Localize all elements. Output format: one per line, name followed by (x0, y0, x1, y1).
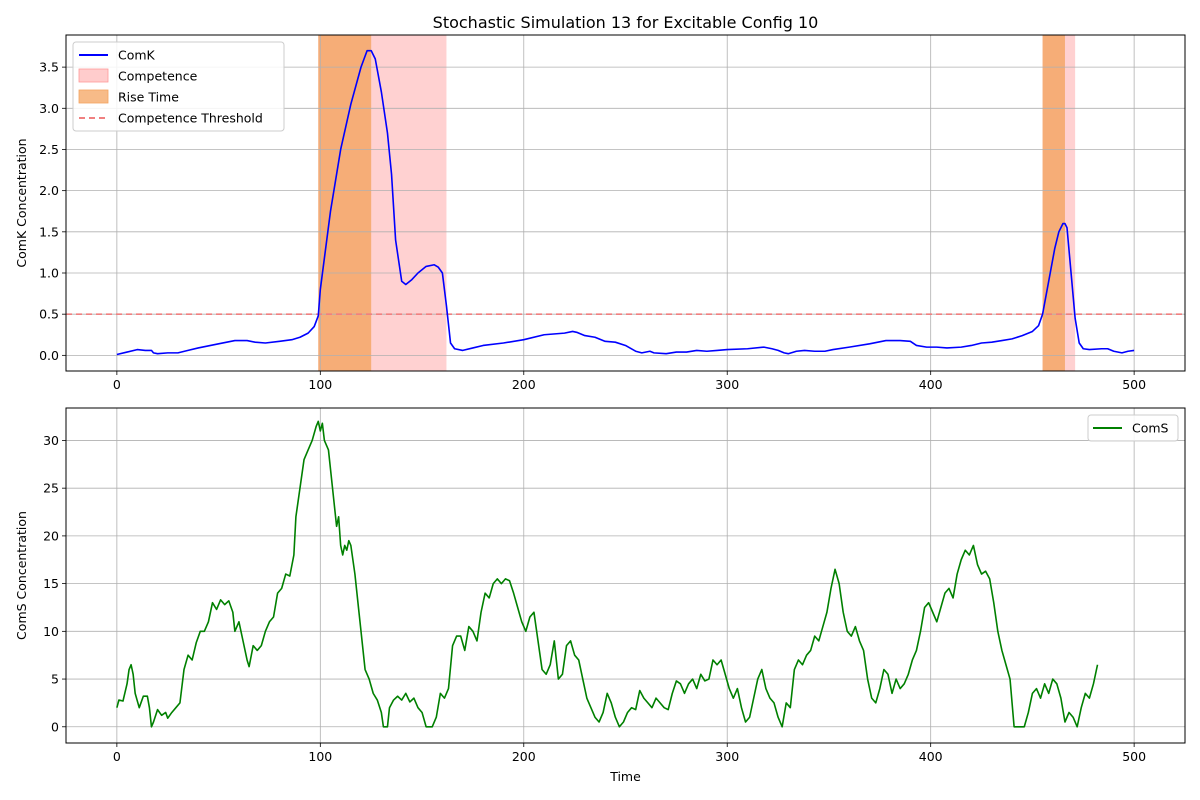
y-tick-label: 1.0 (39, 266, 59, 281)
x-tick-label: 200 (512, 749, 536, 764)
x-tick-label: 400 (919, 749, 943, 764)
x-tick-label: 200 (512, 377, 536, 392)
comk-legend-frame (72, 41, 285, 132)
comk-axes-frame (65, 34, 1186, 372)
comk-series-line (116, 49, 1135, 356)
x-tick-label: 300 (715, 749, 739, 764)
legend-rise-time-swatch (78, 89, 109, 104)
coms-ticks: 0 100 200 300 400 500 0 5 10 15 20 25 30 (43, 433, 1146, 764)
comk-ticks: 0 100 200 300 400 500 0.0 0.5 1.0 1.5 2.0 2.5 3.0 3.5 (39, 60, 1146, 392)
y-tick-label: 2.5 (39, 142, 59, 157)
legend-threshold-label: Competence Threshold (118, 111, 263, 126)
comk-axes: 0 100 200 300 400 500 0.0 0.5 1.0 1.5 2.0 2.5 3.0 3.5… (14, 13, 1186, 392)
y-tick-label: 1.5 (39, 224, 59, 239)
coms-axes: 0 100 200 300 400 500 0 5 10 15 20 25 30 ComS Concen… (14, 407, 1186, 784)
y-tick-label: 10 (43, 624, 59, 639)
comk-spans (318, 35, 1076, 371)
y-tick-label: 20 (43, 528, 59, 543)
legend-competence-label: Competence (118, 69, 198, 84)
legend-competence-swatch (78, 68, 109, 83)
x-tick-label: 0 (113, 377, 121, 392)
y-tick-label: 3.0 (39, 101, 59, 116)
legend-comk-label: ComK (118, 48, 156, 63)
legend-coms-label: ComS (1132, 421, 1169, 436)
chart-title: Stochastic Simulation 13 for Excitable C… (433, 13, 819, 32)
y-tick-label: 15 (43, 576, 59, 591)
y-tick-label: 0.0 (39, 348, 59, 363)
coms-series (116, 420, 1099, 728)
time-xlabel: Time (609, 769, 641, 784)
coms-ylabel: ComS Concentration (14, 511, 29, 640)
coms-legend-frame (1087, 414, 1179, 442)
x-tick-label: 400 (919, 377, 943, 392)
x-tick-label: 500 (1122, 377, 1146, 392)
y-tick-label: 3.5 (39, 60, 59, 75)
comk-series (116, 49, 1135, 356)
x-tick-label: 300 (715, 377, 739, 392)
coms-series-line (116, 420, 1099, 728)
y-tick-label: 2.0 (39, 183, 59, 198)
x-tick-label: 100 (308, 377, 332, 392)
x-tick-label: 100 (308, 749, 332, 764)
y-tick-label: 0 (51, 719, 59, 734)
x-tick-label: 500 (1122, 749, 1146, 764)
coms-axes-frame (65, 407, 1186, 744)
rise-time-span (318, 35, 372, 371)
legend-rise-time-label: Rise Time (118, 90, 179, 105)
x-tick-label: 0 (113, 749, 121, 764)
coms-legend: ComS (1087, 414, 1179, 442)
y-tick-label: 5 (51, 672, 59, 687)
y-tick-label: 30 (43, 433, 59, 448)
comk-ylabel: ComK Concentration (14, 138, 29, 267)
y-tick-label: 0.5 (39, 307, 59, 322)
y-tick-label: 25 (43, 481, 59, 496)
rise-time-span (1042, 35, 1065, 371)
comk-legend: ComK Competence Rise Time Competence Thr… (72, 41, 285, 132)
